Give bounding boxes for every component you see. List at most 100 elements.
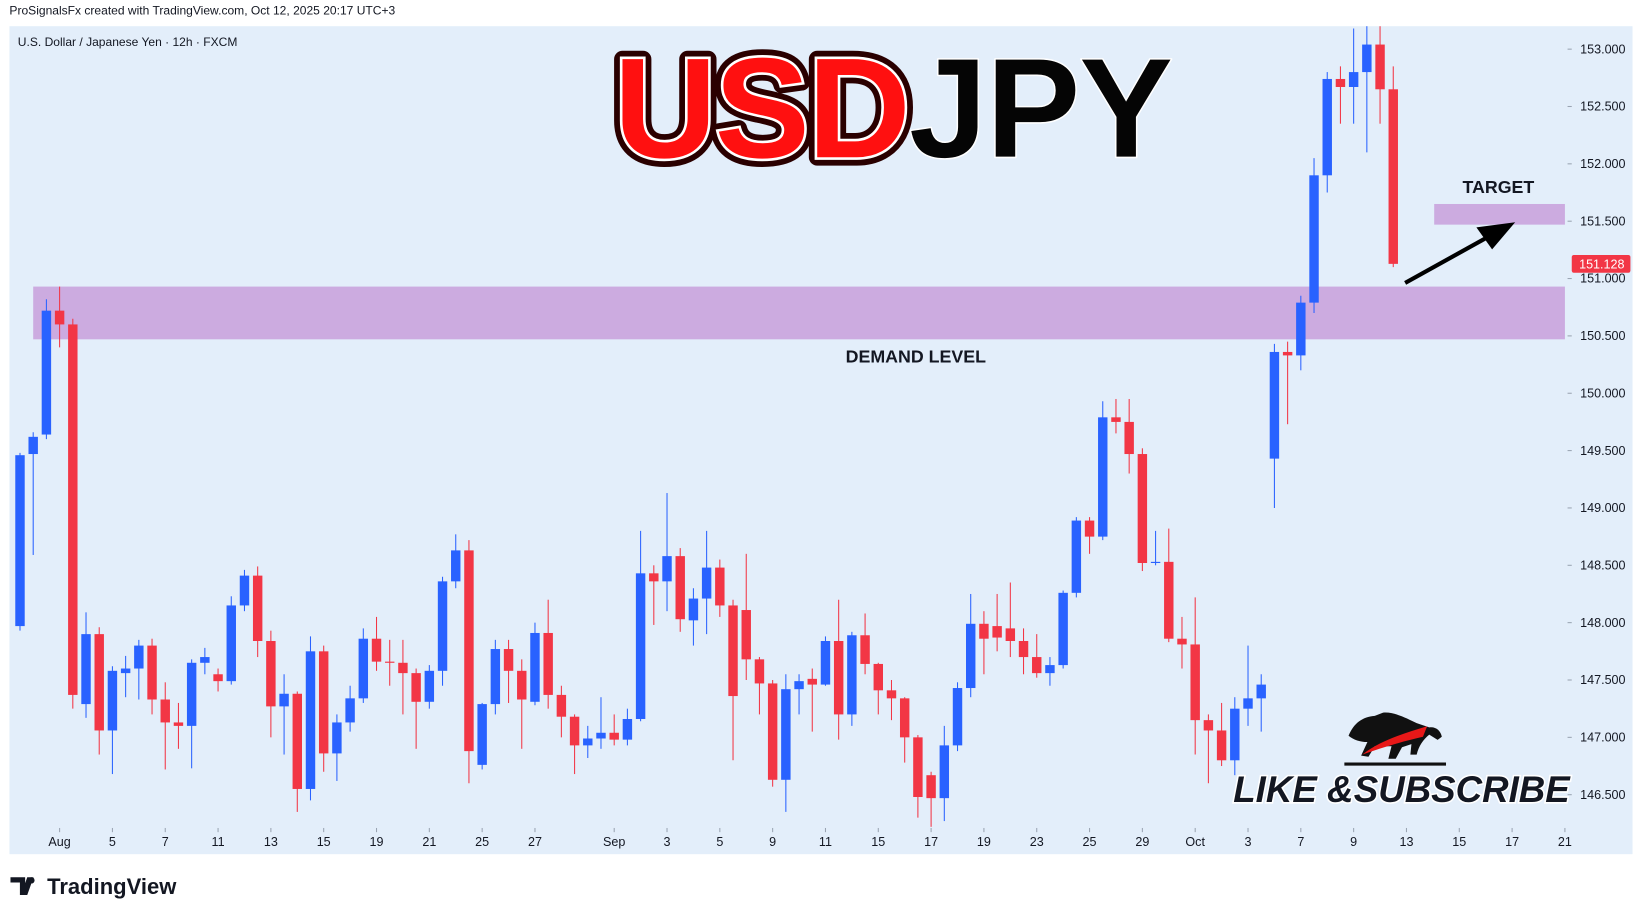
- y-tick-label: 148.500: [1580, 558, 1625, 572]
- x-tick-label: 23: [1030, 835, 1044, 849]
- candle-body: [622, 718, 633, 740]
- candle-body: [847, 635, 857, 715]
- candle-body: [1177, 638, 1187, 645]
- candle-body: [741, 610, 751, 660]
- candle-body: [939, 745, 950, 799]
- candle-body: [490, 649, 501, 705]
- candle-body: [992, 626, 1002, 638]
- candle-body: [596, 732, 606, 739]
- candle-body: [68, 324, 78, 695]
- candle-body: [1164, 561, 1174, 639]
- candle-body: [609, 732, 619, 740]
- x-tick-label: Aug: [48, 835, 70, 849]
- x-tick-label: 25: [475, 835, 489, 849]
- candle-body: [886, 690, 897, 699]
- candle-body: [649, 573, 659, 582]
- y-tick-label: 152.500: [1580, 100, 1625, 114]
- candle-body: [464, 550, 474, 752]
- candle-body: [873, 663, 883, 691]
- candle-body: [530, 632, 540, 702]
- x-tick-label: Sep: [603, 835, 625, 849]
- candle-body: [807, 678, 817, 685]
- candle-body: [107, 670, 118, 731]
- x-tick-label: 5: [109, 835, 116, 849]
- target-arrow: [1404, 222, 1516, 285]
- candle-body: [411, 673, 421, 702]
- x-tick-label: 27: [528, 835, 542, 849]
- x-tick-label: 29: [1135, 835, 1149, 849]
- candle-body: [266, 641, 276, 707]
- candle-body: [94, 634, 104, 731]
- title-group: USDJPY USDJPY: [606, 21, 1175, 197]
- x-tick-label: 11: [819, 835, 832, 849]
- candle-body: [1111, 417, 1121, 422]
- x-tick-label: 17: [1505, 835, 1519, 849]
- y-tick-label: 153.000: [1580, 42, 1625, 56]
- candle-body: [1124, 421, 1134, 455]
- candle-body: [1256, 684, 1266, 699]
- tv-mark: [10, 877, 34, 896]
- promo: LIKE & SUBSCRIBE: [1232, 712, 1573, 811]
- candle-body: [1005, 628, 1016, 642]
- x-tick-label: 17: [924, 835, 938, 849]
- candle-body: [543, 632, 553, 695]
- candle-body: [252, 575, 263, 642]
- candle-body: [41, 310, 52, 435]
- candle-body: [833, 641, 844, 715]
- y-tick-label: 149.000: [1580, 501, 1625, 515]
- candle-body: [979, 623, 989, 639]
- candle-body: [345, 698, 355, 723]
- candle-body: [583, 738, 593, 746]
- candle-body: [120, 668, 131, 674]
- x-tick-label: 21: [422, 835, 436, 849]
- candle-body: [134, 645, 144, 669]
- x-tick-label: 3: [664, 835, 671, 849]
- x-tick-label: 11: [212, 835, 225, 849]
- candle-body: [15, 455, 25, 627]
- arrow-head: [1476, 222, 1516, 250]
- candle-body: [279, 693, 289, 707]
- candle-body: [1084, 520, 1095, 537]
- zone: [1434, 203, 1565, 225]
- zone-label: DEMAND LEVEL: [846, 347, 987, 367]
- x-tick-label: 5: [716, 835, 723, 849]
- chart-title: USDJPY: [614, 29, 1172, 188]
- title-part: JPY: [909, 29, 1172, 188]
- candle-body: [952, 688, 963, 746]
- candles: [15, 26, 1398, 827]
- candle-body: [1190, 644, 1200, 721]
- promo-like: LIKE &: [1233, 769, 1353, 810]
- candle-body: [437, 581, 448, 671]
- last-price-tag: [1571, 254, 1631, 273]
- x-tick-label: 19: [977, 835, 991, 849]
- candle-body: [556, 694, 567, 717]
- candle-body: [54, 310, 65, 325]
- candle-body: [1098, 417, 1108, 537]
- x-tick-label: 25: [1083, 835, 1097, 849]
- candle-body: [517, 670, 527, 700]
- y-tick-label: 150.500: [1580, 329, 1625, 343]
- candle-body: [305, 651, 316, 789]
- candle-body: [1137, 454, 1148, 564]
- candle-body: [1230, 708, 1240, 761]
- y-tick-label: 152.000: [1580, 157, 1625, 171]
- candle-body: [385, 661, 395, 663]
- y-tick-label: 151.000: [1580, 272, 1625, 286]
- candle-body: [662, 556, 672, 582]
- candle-body: [28, 436, 38, 455]
- candle-body: [926, 775, 936, 799]
- arrow-line: [1404, 233, 1492, 285]
- candle-body: [1243, 698, 1253, 709]
- candle-body: [398, 662, 408, 674]
- brand: TradingView: [47, 874, 177, 899]
- candle-body: [81, 634, 91, 705]
- promo-subscribe: SUBSCRIBE: [1354, 769, 1571, 810]
- candle-body: [503, 649, 514, 671]
- candle-body: [186, 662, 197, 726]
- bull-icon: [1348, 712, 1442, 759]
- candle-body: [477, 704, 487, 765]
- x-tick-label: 9: [769, 835, 776, 849]
- candle-body: [794, 681, 804, 690]
- y-tick-label: 150.000: [1580, 386, 1625, 400]
